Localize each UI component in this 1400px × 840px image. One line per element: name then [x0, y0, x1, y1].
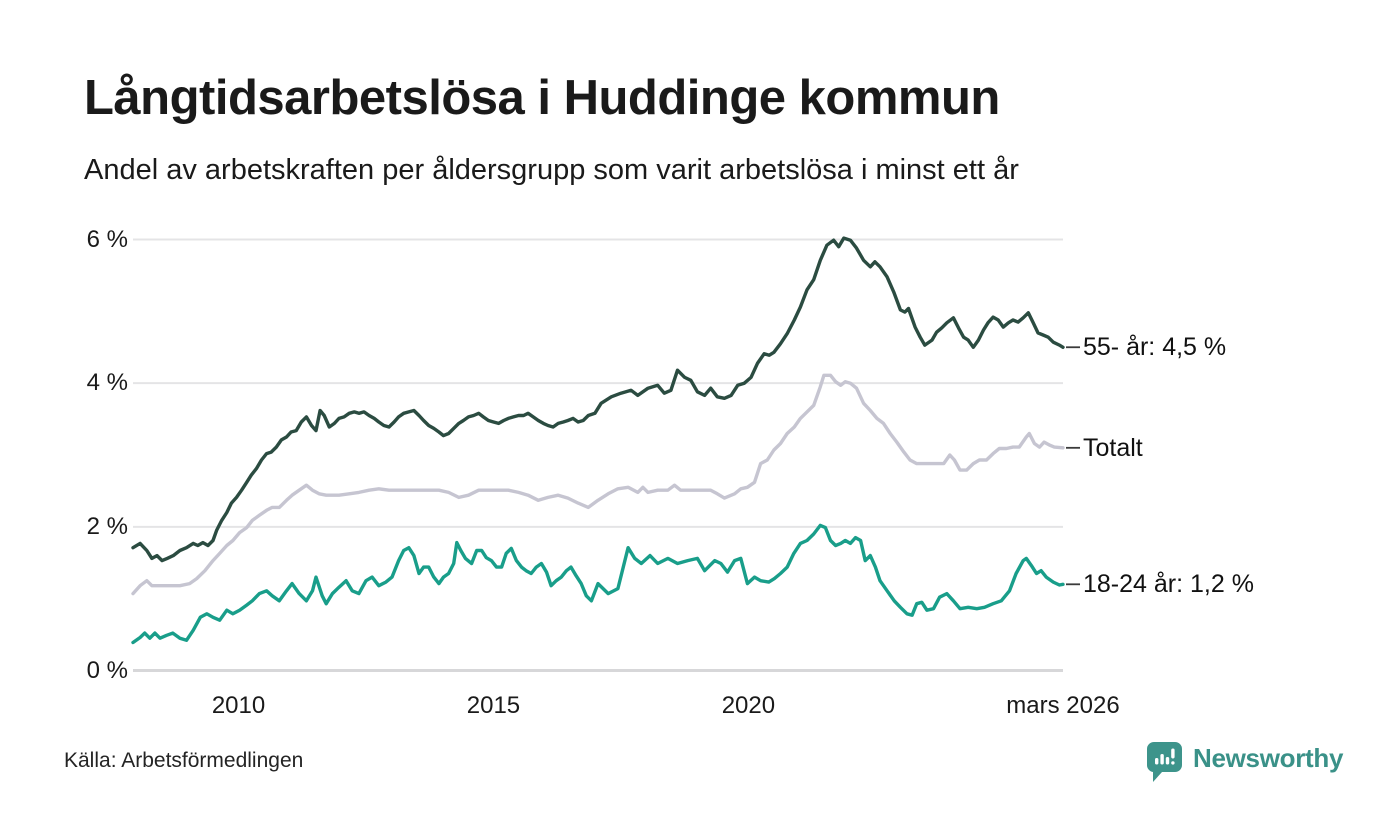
chart-subtitle: Andel av arbetskraften per åldersgrupp s… [84, 154, 1019, 186]
series-line-18-24-r [131, 523, 1065, 645]
y-axis-tick-0: 0 % [86, 656, 128, 684]
series-label-18-24-ar: 18-24 år: 1,2 % [1083, 570, 1254, 599]
y-axis-tick-2: 2 % [86, 512, 128, 540]
series-line-totalt [131, 373, 1065, 596]
x-axis-tick-2015: 2015 [466, 692, 521, 719]
x-axis-tick-2020: 2020 [721, 692, 776, 719]
x-axis-tick-mars-2026: mars 2026 [1006, 692, 1120, 719]
newsworthy-logo: Newsworthy [1146, 741, 1343, 783]
y-axis-tick-6: 6 % [86, 225, 128, 253]
exclamation-bar-icon [1171, 748, 1175, 759]
series-label-totalt: Totalt [1083, 433, 1143, 462]
exclamation-dot-icon [1171, 761, 1175, 765]
series-line-55-r [131, 236, 1065, 563]
bar-icon-tall [1160, 754, 1164, 765]
y-axis-tick-4: 4 % [86, 369, 128, 397]
page-title: Långtidsarbetslösa i Huddinge kommun [84, 71, 1000, 125]
series-label-55-ar: 55- år: 4,5 % [1083, 333, 1227, 362]
source-note: Källa: Arbetsförmedlingen [64, 749, 304, 772]
x-axis-tick-2010: 2010 [211, 692, 266, 719]
brand-name: Newsworthy [1193, 742, 1344, 773]
speech-bubble-shape [1146, 742, 1182, 782]
newsworthy-bubble-icon [1146, 742, 1182, 782]
bar-icon-medium [1165, 757, 1170, 765]
bar-icon-short [1155, 758, 1159, 765]
